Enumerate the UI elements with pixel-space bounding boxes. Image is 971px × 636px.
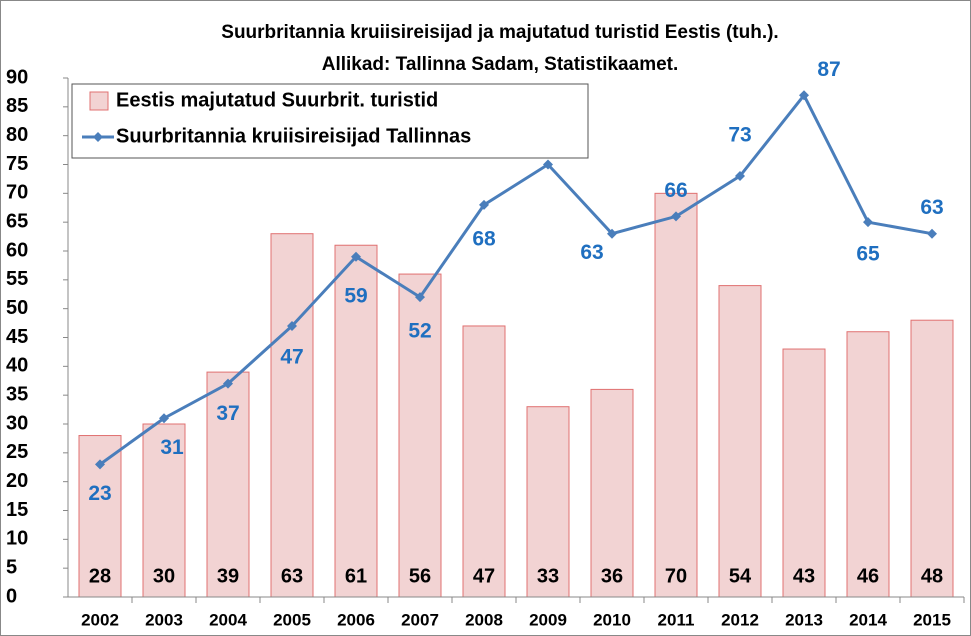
x-tick-label: 2010: [593, 610, 631, 629]
bar-label: 43: [793, 565, 815, 587]
line-label: 31: [160, 436, 184, 459]
y-tick-label: 75: [6, 153, 28, 175]
bar-label: 61: [345, 565, 367, 587]
bar: [718, 285, 762, 598]
bar-label: 54: [729, 565, 752, 587]
marker: [95, 459, 105, 470]
bar: [142, 423, 186, 598]
y-tick-label: 80: [6, 124, 28, 146]
bar: [782, 348, 826, 598]
y-tick-label: 45: [6, 326, 28, 348]
y-tick-label: 20: [6, 470, 28, 492]
bar: [590, 388, 634, 598]
x-tick-label: 2003: [145, 610, 183, 629]
bar: [334, 244, 378, 598]
y-tick-label: 70: [6, 182, 28, 204]
marker: [735, 171, 745, 182]
line-label: 47: [280, 346, 303, 369]
y-tick-label: 5: [6, 556, 17, 578]
legend-marker: [93, 132, 103, 142]
chart-subtitle: Allikad: Tallinna Sadam, Statistikaamet.: [322, 54, 679, 75]
marker: [607, 228, 617, 239]
bar: [526, 406, 570, 598]
legend-label: Suurbritannia kruiisireisijad Tallinnas: [116, 125, 471, 147]
line-label: 23: [88, 482, 111, 505]
bar: [654, 192, 698, 598]
y-tick-label: 30: [6, 412, 28, 434]
x-tick-label: 2007: [401, 610, 439, 629]
line-label: 37: [216, 402, 239, 425]
x-tick-label: 2008: [465, 610, 503, 629]
y-tick-label: 40: [6, 355, 28, 377]
y-tick-label: 50: [6, 297, 28, 319]
bar: [270, 233, 314, 598]
bar-label: 46: [857, 565, 879, 587]
bar-label: 63: [281, 565, 303, 587]
bar-label: 39: [217, 565, 239, 587]
marker: [863, 217, 873, 228]
bar: [462, 325, 506, 598]
y-tick-label: 10: [6, 528, 28, 550]
y-tick-label: 60: [6, 239, 28, 261]
bar-label: 30: [153, 565, 175, 587]
line-label: 73: [728, 124, 751, 147]
y-tick-label: 55: [6, 268, 28, 290]
chart-title: Suurbritannia kruiisireisijad ja majutat…: [221, 22, 778, 43]
legend-swatch: [89, 91, 109, 111]
marker: [479, 199, 489, 210]
marker: [543, 159, 553, 170]
y-tick-label: 85: [6, 95, 28, 117]
x-tick-label: 2011: [658, 610, 695, 629]
bar-label: 47: [473, 565, 495, 587]
bar: [206, 371, 250, 598]
marker: [159, 413, 169, 424]
x-tick-label: 2013: [785, 610, 823, 629]
y-tick-label: 35: [6, 383, 28, 405]
line-label: 59: [344, 284, 367, 307]
line-label: 52: [408, 320, 431, 343]
bar-label: 28: [89, 565, 111, 587]
marker: [351, 251, 361, 262]
x-tick-label: 2005: [273, 610, 311, 629]
bar-label: 33: [537, 565, 559, 587]
marker: [287, 320, 297, 331]
legend-label: Eestis majutatud Suurbrit. turistid: [116, 89, 438, 111]
x-tick-label: 2012: [721, 610, 759, 629]
marker: [799, 90, 809, 101]
y-tick-label: 15: [6, 499, 28, 521]
bar-label: 36: [601, 565, 623, 587]
bar: [910, 319, 954, 598]
x-tick-label: 2009: [529, 610, 567, 629]
x-tick-label: 2006: [337, 610, 375, 629]
line-label: 63: [580, 241, 603, 264]
line: [99, 92, 933, 466]
marker: [671, 211, 681, 222]
y-tick-label: 25: [6, 441, 28, 463]
legend: [71, 83, 589, 159]
line-label: 63: [920, 196, 943, 219]
x-tick-label: 2015: [913, 610, 951, 629]
x-tick-label: 2002: [81, 610, 119, 629]
y-tick-label: 0: [6, 585, 17, 607]
marker: [415, 292, 425, 303]
marker: [927, 228, 937, 239]
bar-label: 70: [665, 565, 687, 587]
y-tick-label: 90: [6, 66, 28, 88]
bar-label: 56: [409, 565, 431, 587]
line-label: 65: [856, 243, 880, 266]
line-label: 87: [817, 58, 840, 81]
bar-label: 48: [921, 565, 943, 587]
line-label: 66: [664, 179, 687, 202]
bar: [846, 331, 890, 598]
marker: [223, 378, 233, 389]
y-tick-label: 65: [6, 210, 28, 232]
x-tick-label: 2014: [849, 610, 887, 629]
line-label: 68: [472, 227, 496, 250]
x-tick-label: 2004: [209, 610, 247, 629]
